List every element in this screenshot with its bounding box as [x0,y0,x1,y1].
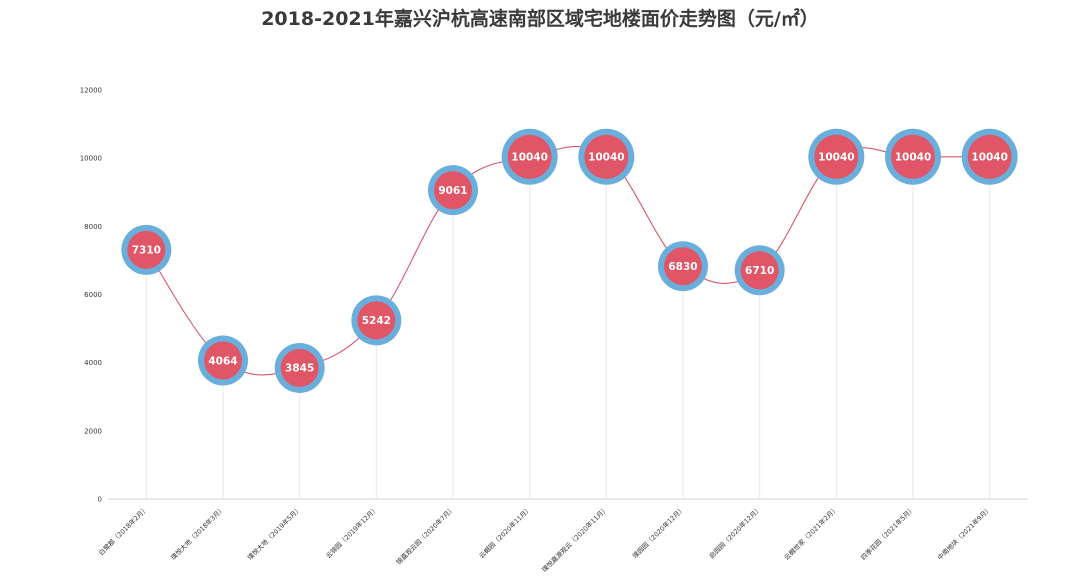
data-label: 10040 [511,152,548,164]
data-point [891,134,935,179]
data-label: 10040 [818,152,855,164]
x-tick-label: 启园园（2020年12月） [707,504,763,560]
data-label: 10040 [895,152,932,164]
data-label: 6830 [668,261,697,273]
data-point [814,134,859,179]
data-point [127,230,166,269]
data-label: 7310 [132,245,161,257]
data-point [204,341,242,380]
data-label: 3845 [285,363,314,375]
data-point [507,134,552,179]
x-tick-label: 四季花园（2021年5月） [859,504,917,562]
y-tick-label: 2000 [84,427,102,435]
data-label: 10040 [971,152,1008,164]
x-tick-label: 璞悦嘉源观云（2020年11月） [540,504,610,574]
y-tick-label: 6000 [84,291,102,299]
x-tick-label: 中南地块（2021年9月） [935,504,993,562]
y-tick-label: 8000 [84,223,102,231]
data-point [967,134,1012,179]
y-tick-label: 0 [98,496,102,504]
x-tick-label: 璞悦大地（2019年5月） [245,504,303,562]
x-tick-label: 云樾世家（2021年2月） [782,504,840,562]
x-tick-label: 云锦园（2019年12月） [324,504,380,560]
x-tick-label: 璞园园（2020年12月） [630,504,686,560]
x-tick-label: 白鹭郡（2018年2月） [97,504,150,557]
data-point [280,348,319,387]
data-label: 6710 [745,265,774,277]
y-tick-label: 10000 [80,155,102,163]
data-point [357,301,396,340]
data-label: 5242 [362,315,391,327]
data-label: 4064 [208,355,237,367]
data-point [584,134,629,179]
data-point [740,251,779,290]
data-label: 9061 [438,185,467,197]
series-line [145,146,990,376]
chart-title: 2018-2021年嘉兴沪杭高速南部区域宅地楼面价走势图（元/㎡） [261,8,819,30]
data-point [434,171,472,210]
x-tick-label: 锦嘉观云园（2020年7月） [394,504,456,566]
data-point [664,247,702,286]
x-tick-label: 璞悦大地（2018年3月） [169,504,227,562]
y-tick-label: 4000 [84,359,102,367]
data-label: 10040 [588,152,625,164]
y-tick-label: 12000 [80,87,102,95]
x-tick-label: 云樾园（2020年11月） [477,504,533,560]
